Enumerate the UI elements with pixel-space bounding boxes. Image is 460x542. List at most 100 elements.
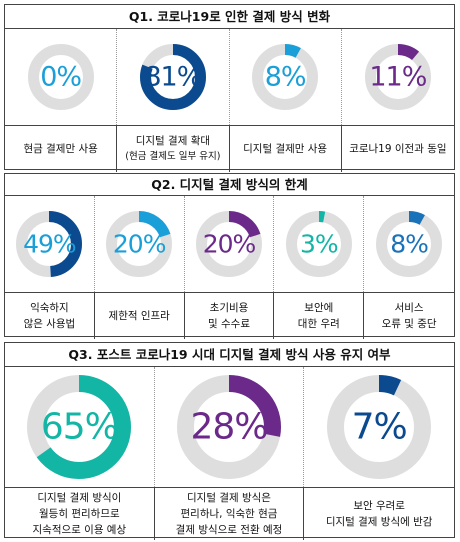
donut-chart: 7% — [327, 375, 432, 479]
percent-label: 11% — [369, 61, 427, 93]
donut-svg — [364, 44, 431, 110]
donut-svg — [139, 44, 206, 110]
donut-svg — [16, 211, 83, 277]
donut-chart: 65% — [27, 375, 132, 479]
donut-cell: 28% — [155, 367, 305, 487]
percent-label: 49% — [23, 229, 77, 259]
donut-svg — [195, 211, 262, 277]
category-label-line: 및 수수료 — [208, 318, 250, 330]
donut-cell: 8% — [230, 29, 342, 125]
category-label: 코로나19 이전과 동일 — [342, 126, 454, 172]
donut-row: 49% 20% 20% 3% 8% — [5, 196, 454, 292]
percent-label: 28% — [190, 406, 268, 448]
donut-chart: 49% — [16, 211, 83, 277]
category-label-line: (현금 결제도 일부 유지) — [125, 151, 221, 162]
donut-cell: 7% — [304, 367, 454, 487]
donut-cell: 3% — [274, 196, 365, 292]
category-label-line: 디지털 결제 방식은 — [187, 492, 271, 504]
donut-track — [27, 44, 94, 110]
donut-cell: 81% — [117, 29, 230, 125]
category-label-line: 보안 우려로 — [353, 500, 405, 512]
percent-label: 8% — [264, 61, 307, 93]
donut-svg — [252, 44, 319, 110]
section-title: Q3. 포스트 코로나19 시대 디지털 결제 방식 사용 유지 여부 — [5, 343, 454, 367]
donut-chart: 11% — [364, 44, 431, 110]
donut-arc — [285, 211, 352, 277]
donut-chart: 28% — [176, 375, 281, 479]
category-label: 디지털 결제 확대 (현금 결제도 일부 유지) — [117, 126, 230, 172]
section-q1: Q1. 코로나19로 인한 결제 방식 변화 0% 81% 8% 11% 현금 결제만 사… — [4, 4, 455, 172]
donut-arc — [139, 44, 206, 110]
donut-chart: 3% — [285, 211, 352, 277]
donut-svg — [27, 44, 94, 110]
label-row: 디지털 결제 방식이 월등히 편리하므로 지속적으로 이용 예상 디지털 결제 방식은… — [5, 487, 454, 540]
donut-arc — [364, 44, 431, 110]
donut-chart: 8% — [376, 211, 443, 277]
category-label-line: 익숙하지 — [30, 302, 69, 314]
donut-svg — [176, 375, 281, 479]
category-label-line: 않은 사용법 — [23, 318, 76, 330]
percent-label: 0% — [40, 61, 82, 93]
category-label-line: 보안에 — [304, 302, 334, 314]
donut-cell: 11% — [342, 29, 454, 125]
donut-row: 65% 28% 7% — [5, 367, 454, 487]
donut-cell: 20% — [185, 196, 275, 292]
category-label-line: 오류 및 중단 — [381, 318, 437, 330]
donut-arc — [195, 211, 262, 277]
donut-cell: 0% — [5, 29, 118, 125]
donut-chart: 8% — [252, 44, 319, 110]
category-label-line: 현금 결제만 사용 — [23, 143, 98, 155]
donut-row: 0% 81% 8% 11% — [5, 29, 454, 125]
donut-chart: 0% — [27, 44, 94, 110]
category-label-line: 대한 우려 — [297, 318, 340, 330]
percent-label: 20% — [112, 229, 167, 259]
donut-cell: 8% — [364, 196, 454, 292]
label-row: 현금 결제만 사용 디지털 결제 확대 (현금 결제도 일부 유지) 디지털 결제만 … — [5, 125, 454, 172]
section-q3: Q3. 포스트 코로나19 시대 디지털 결제 방식 사용 유지 여부 65% 28… — [4, 342, 455, 540]
donut-arc — [327, 375, 432, 479]
donut-chart: 20% — [106, 211, 173, 277]
donut-arc — [252, 44, 319, 110]
section-title: Q1. 코로나19로 인한 결제 방식 변화 — [5, 5, 454, 29]
section-title: Q2. 디지털 결제 방식의 한계 — [5, 174, 454, 196]
category-label-line: 디지털 결제 방식에 반감 — [325, 516, 433, 528]
category-label-line: 서비스 — [394, 302, 424, 314]
donut-arc — [376, 211, 443, 277]
donut-chart: 20% — [195, 211, 262, 277]
category-label-line: 편리하나, 익숙한 현금 — [180, 508, 278, 520]
category-label: 디지털 결제만 사용 — [230, 126, 342, 172]
donut-arc — [176, 375, 281, 479]
category-label-line: 제한적 인프라 — [108, 310, 170, 322]
label-row: 익숙하지 않은 사용법 제한적 인프라 초기비용 및 수수료 보안에 대한 우려 서비스 오류 … — [5, 292, 454, 339]
category-label-line: 지속적으로 이용 예상 — [32, 524, 127, 536]
category-label: 현금 결제만 사용 — [5, 126, 118, 172]
donut-chart: 81% — [139, 44, 206, 110]
donut-arc — [106, 211, 173, 277]
percent-label: 8% — [390, 229, 429, 259]
category-label-line: 월등히 편리하므로 — [39, 508, 120, 520]
category-label-line: 디지털 결제만 사용 — [243, 143, 328, 155]
donut-cell: 49% — [5, 196, 95, 292]
donut-cell: 20% — [95, 196, 185, 292]
donut-svg — [376, 211, 443, 277]
category-label: 제한적 인프라 — [95, 293, 185, 339]
percent-label: 3% — [299, 229, 339, 259]
donut-svg — [106, 211, 173, 277]
donut-svg — [285, 211, 352, 277]
donut-cell: 65% — [5, 367, 155, 487]
category-label-line: 결제 방식으로 전환 예정 — [175, 524, 283, 536]
category-label-line: 초기비용 — [209, 302, 249, 314]
percent-label: 81% — [144, 61, 202, 93]
category-label-line: 디지털 결제 방식이 — [37, 492, 122, 504]
percent-label: 20% — [202, 229, 257, 259]
category-label-line: 디지털 결제 확대 — [135, 135, 211, 147]
donut-arc — [16, 211, 83, 277]
